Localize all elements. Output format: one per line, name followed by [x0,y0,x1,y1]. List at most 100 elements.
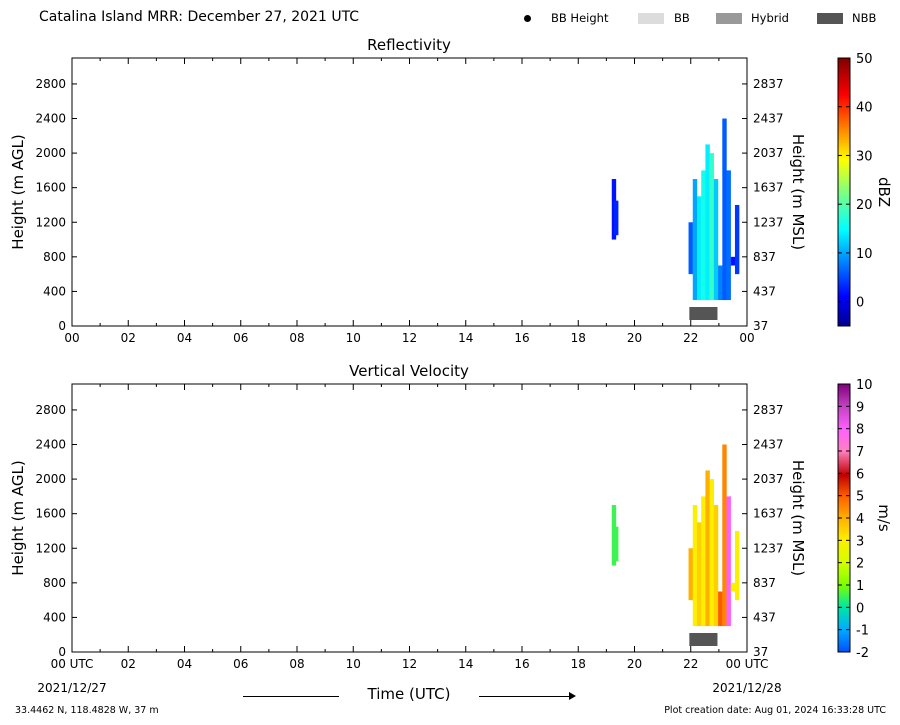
plot-frame [71,383,748,653]
colorbar-tick-label: 1 [856,579,864,594]
echo-column [730,582,736,592]
echo-column [718,591,723,627]
x-tick-label: 20 [627,331,642,345]
echo-column [722,444,727,627]
x-tick-label: 04 [177,657,192,671]
y-tick-label-right: 2037 [753,146,784,160]
y-tick-label-right: 1237 [753,541,784,555]
y-tick-label-right: 2837 [753,403,784,417]
legend-label-hybrid: Hybrid [751,11,789,25]
y-tick-label: 2000 [35,146,66,160]
colorbar-tick-label: 7 [856,445,864,460]
colorbar-tick-label: 3 [856,534,864,549]
y-tick-label-right: 437 [753,610,776,624]
x-tick-label: 02 [121,657,136,671]
echo-column [726,496,731,627]
x-tick-label: 00 [739,331,754,345]
colorbar-tick-label: 50 [856,52,873,67]
y-tick-label-right: 2837 [753,77,784,91]
x-tick-label: 06 [233,331,248,345]
y-tick-label-right: 2437 [753,438,784,452]
echo-column [614,526,619,562]
y-tick-label-right: 437 [753,284,776,298]
echo-column [726,170,731,301]
panel-title-reflectivity: Reflectivity [367,36,451,54]
colorbar-tick-label: 9 [856,400,864,415]
y-tick-label-right: 1637 [753,181,784,195]
y-tick-label: 0 [58,645,66,659]
echo-column [722,118,727,301]
echo-column [611,505,617,566]
y-tick-label: 1600 [35,507,66,521]
echo-column [696,522,702,627]
echo-column [718,265,723,301]
echo-column [734,530,740,601]
ylabel-left-bottom: Height (m AGL) [9,460,27,576]
x-tick-label: 18 [571,331,586,345]
echo-column [701,496,706,627]
creation-date: Plot creation date: Aug 01, 2024 16:33:2… [664,705,886,716]
y-tick-label: 400 [43,610,66,624]
y-tick-label: 400 [43,284,66,298]
y-tick-label: 2800 [35,403,66,417]
colorbar-label-ms: m/s [875,504,893,532]
x-tick-label: 16 [514,657,529,671]
legend-label-bb: BB [674,11,690,25]
echo-column [701,170,706,301]
colorbar-tick-label: 0 [856,601,864,616]
ylabel-left-top: Height (m AGL) [9,134,27,250]
x-tick-label: 10 [346,657,361,671]
x-tick-label: 22 [683,331,698,345]
y-tick-label: 2800 [35,77,66,91]
colorbar-tick-label: 30 [856,149,873,164]
y-tick-label: 2400 [35,438,66,452]
y-tick-label-right: 837 [753,576,776,590]
y-tick-label-right: 37 [753,319,768,333]
y-tick-label-right: 1237 [753,215,784,229]
y-tick-label: 1200 [35,215,66,229]
y-tick-label: 2000 [35,472,66,486]
x-tick-label: 18 [571,657,586,671]
legend-marker-nbb [817,13,843,24]
arrow-head-icon [569,692,576,700]
x-tick-label: 12 [402,331,417,345]
echo-column [713,179,719,301]
bright-band-bar [689,307,718,320]
y-tick-label: 800 [43,250,66,264]
x-tick-label: 22 [683,657,698,671]
echo-column [611,179,617,240]
colorbar-tick-label: 40 [856,101,873,116]
end-date: 2021/12/28 [712,681,782,695]
colorbar [837,57,851,327]
echo-column [730,256,736,266]
echo-column [614,200,619,236]
x-tick-label: 08 [289,331,304,345]
x-tick-label: 00 [64,331,79,345]
echo-column [709,479,715,627]
echo-column [705,144,710,301]
colorbar-tick-label: 10 [856,378,873,393]
echo-column [688,222,693,275]
legend-marker-bb-height [524,15,531,22]
echo-column [696,196,702,301]
plot-frame [71,57,748,327]
echo-column [734,204,740,275]
xlabel-line-left [243,696,339,697]
colorbar-tick-label: 0 [856,296,864,311]
bright-band-bar [689,633,718,646]
y-tick-label-right: 37 [753,645,768,659]
x-tick-label: 06 [233,657,248,671]
y-tick-label-right: 2437 [753,112,784,126]
colorbar-tick-label: 2 [856,557,864,572]
echo-column [688,548,693,601]
colorbar-tick-label: 20 [856,198,873,213]
colorbar-label-dbz: dBZ [875,176,893,208]
colorbar-tick-label: -1 [856,624,869,639]
y-tick-label: 1200 [35,541,66,555]
y-tick-label: 0 [58,319,66,333]
chart-title: Catalina Island MRR: December 27, 2021 U… [39,9,360,25]
colorbar-tick-label: -2 [856,646,869,661]
start-date: 2021/12/27 [37,681,107,695]
echo-column [713,505,719,627]
